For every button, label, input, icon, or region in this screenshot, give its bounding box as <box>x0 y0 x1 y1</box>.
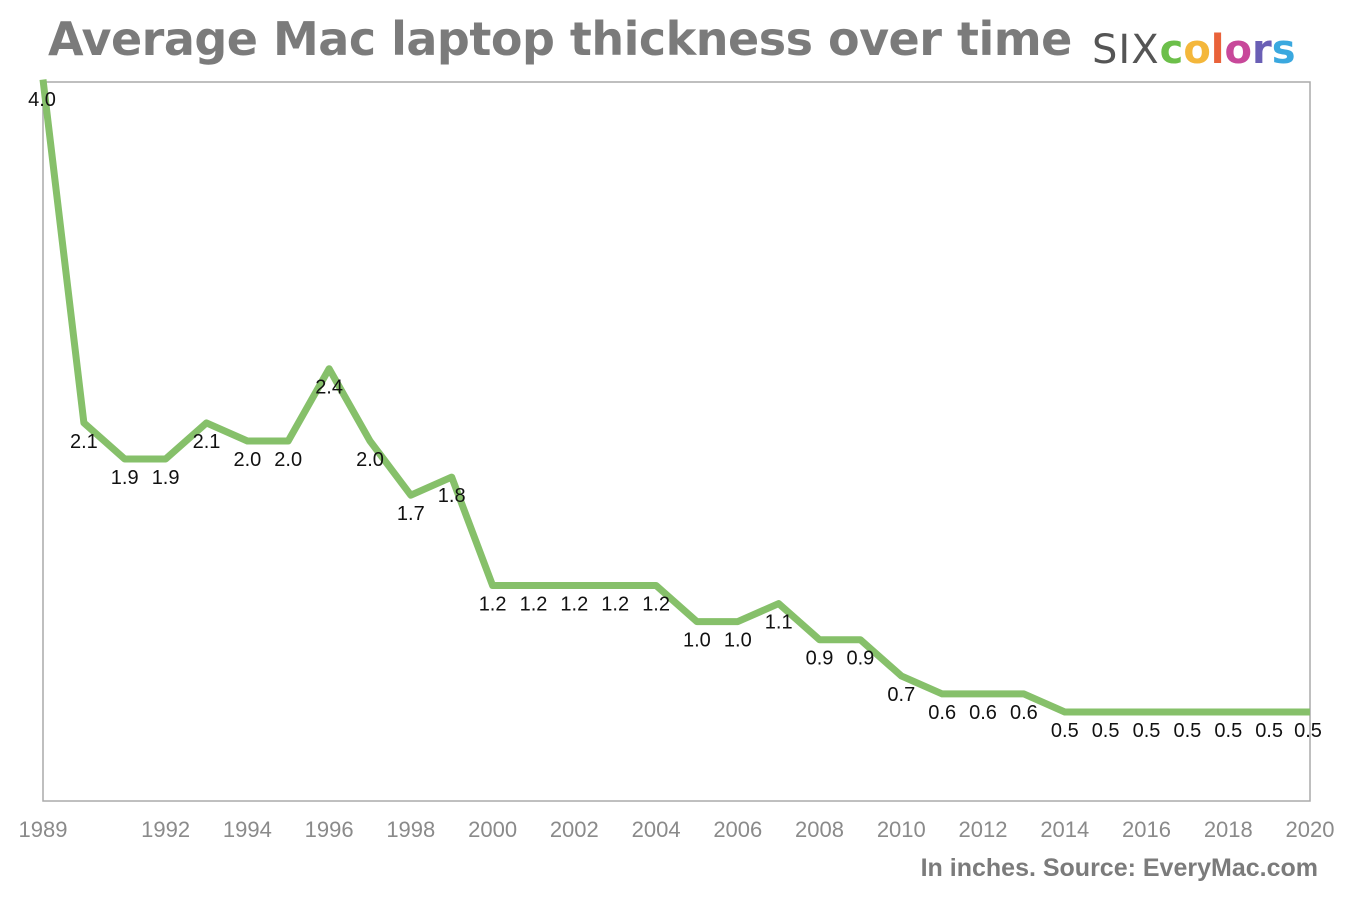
x-tick-label: 2016 <box>1122 817 1171 842</box>
data-label: 1.2 <box>601 594 629 616</box>
data-label: 1.0 <box>683 630 711 652</box>
data-label: 1.1 <box>765 612 793 634</box>
plot-frame <box>42 81 1311 802</box>
x-tick-label: 2012 <box>959 817 1008 842</box>
chart-title: Average Mac laptop thickness over time <box>48 12 1072 66</box>
x-tick-label: 1996 <box>305 817 354 842</box>
data-label: 0.9 <box>846 648 874 670</box>
x-tick-label: 2006 <box>713 817 762 842</box>
data-label: 4.0 <box>28 89 56 111</box>
data-label: 1.2 <box>560 594 588 616</box>
brand-suffix: colors <box>1159 27 1296 73</box>
data-label: 1.9 <box>111 467 139 489</box>
x-tick-label: 1992 <box>141 817 190 842</box>
x-axis-ticks: 1989 1992 1994 1996 1998 2000 2002 2004 2006 2008… <box>19 817 1335 842</box>
data-label: 0.5 <box>1294 720 1322 742</box>
x-tick-label: 2004 <box>632 817 681 842</box>
data-label: 1.2 <box>520 594 548 616</box>
data-label: 2.0 <box>356 449 384 471</box>
data-label: 2.0 <box>233 449 261 471</box>
data-label: 0.5 <box>1214 720 1242 742</box>
x-tick-label: 2018 <box>1204 817 1253 842</box>
x-tick-label: 2002 <box>550 817 599 842</box>
data-label: 1.2 <box>642 594 670 616</box>
data-label: 1.7 <box>397 503 425 525</box>
data-label: 0.6 <box>969 702 997 724</box>
data-label: 2.1 <box>193 431 221 453</box>
x-tick-label: 1989 <box>19 817 68 842</box>
data-label: 0.6 <box>1010 702 1038 724</box>
x-tick-label: 1998 <box>386 817 435 842</box>
x-tick-label: 2014 <box>1040 817 1089 842</box>
data-label: 0.9 <box>806 648 834 670</box>
data-label: 1.0 <box>724 630 752 652</box>
x-tick-label: 1994 <box>223 817 272 842</box>
data-label: 0.7 <box>887 684 915 706</box>
data-label: 0.6 <box>928 702 956 724</box>
x-tick-label: 2020 <box>1286 817 1335 842</box>
data-labels: 4.0 2.1 1.9 1.9 2.1 2.0 2.0 2.4 2.0 1.7 1.8 1.2 1.2 1… <box>28 89 1322 742</box>
data-label: 1.9 <box>152 467 180 489</box>
data-label: 0.5 <box>1173 720 1201 742</box>
brand-prefix: SIX <box>1092 27 1160 73</box>
series-line <box>39 79 1310 716</box>
data-label: 1.8 <box>438 485 466 507</box>
data-label: 0.5 <box>1133 720 1161 742</box>
source-note: In inches. Source: EveryMac.com <box>920 854 1318 882</box>
x-tick-label: 2008 <box>795 817 844 842</box>
sixcolors-logo: SIXcolors <box>1092 30 1296 70</box>
data-label: 2.1 <box>70 431 98 453</box>
data-label: 0.5 <box>1051 720 1079 742</box>
data-label: 2.4 <box>315 377 343 399</box>
x-tick-label: 2010 <box>877 817 926 842</box>
x-tick-label: 2000 <box>468 817 517 842</box>
data-label: 0.5 <box>1255 720 1283 742</box>
data-label: 2.0 <box>274 449 302 471</box>
data-label: 1.2 <box>479 594 507 616</box>
data-label: 0.5 <box>1092 720 1120 742</box>
